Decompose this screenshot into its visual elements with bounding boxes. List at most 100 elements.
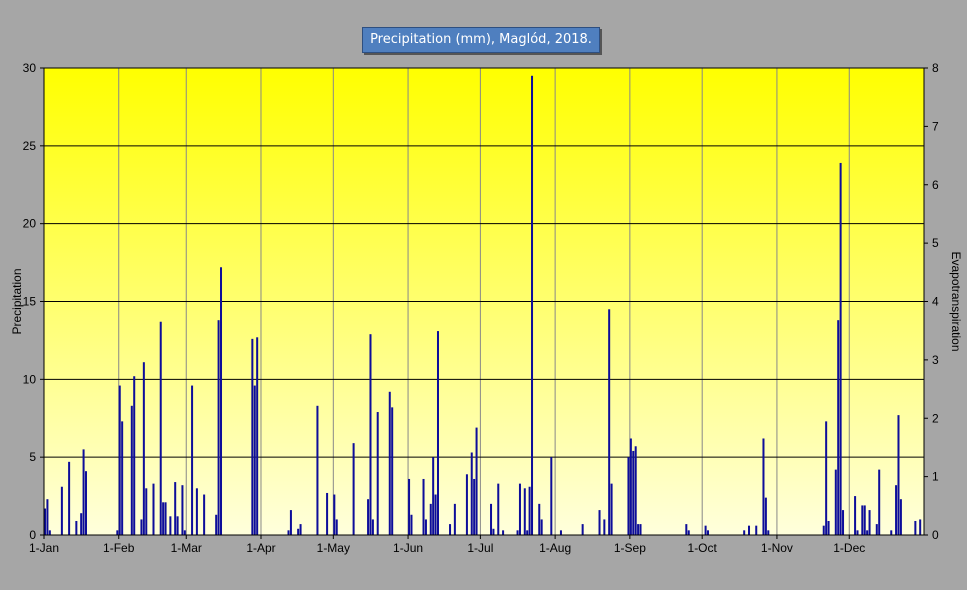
precip-bar <box>195 488 198 535</box>
precip-bar <box>550 457 553 535</box>
y2-tick-label: 1 <box>932 470 939 484</box>
precip-bar <box>632 450 635 535</box>
precip-bar <box>410 514 413 535</box>
x-tick-label: 1-Dec <box>833 541 865 555</box>
y2-tick-label: 4 <box>932 295 939 309</box>
precip-bar <box>116 530 119 535</box>
y2-axis-ticks: 0 1 2 3 4 5 6 7 8 <box>924 61 939 542</box>
precip-bar <box>516 530 519 535</box>
x-tick-label: 1-Aug <box>539 541 571 555</box>
precip-bar <box>142 362 145 535</box>
precipitation-bars <box>44 75 922 536</box>
x-tick-label: 1-Feb <box>103 541 135 555</box>
precip-bar <box>610 483 613 535</box>
y2-tick-label: 0 <box>932 528 939 542</box>
precip-bar <box>181 485 184 535</box>
precip-bar <box>162 502 165 535</box>
precip-bar <box>897 415 900 535</box>
precip-bar <box>878 469 881 535</box>
precip-bar <box>287 530 290 535</box>
precip-bar <box>82 449 85 535</box>
precip-bar <box>502 530 505 535</box>
x-tick-label: 1-Sep <box>614 541 646 555</box>
precip-bar <box>46 499 49 535</box>
precip-bar <box>60 486 63 535</box>
precip-bar <box>559 530 562 535</box>
precip-bar <box>531 75 534 536</box>
precip-bar <box>866 530 869 535</box>
precip-bar <box>863 505 866 535</box>
y-tick-label: 0 <box>29 528 36 542</box>
precip-bar <box>299 524 302 535</box>
precip-bar <box>408 478 411 535</box>
precip-bar <box>748 525 751 535</box>
precip-bar <box>540 519 543 535</box>
precip-bar <box>834 469 837 535</box>
y-tick-label: 15 <box>23 295 37 309</box>
precip-bar <box>326 492 329 535</box>
precip-bar <box>473 478 476 535</box>
x-tick-label: 1-May <box>317 541 350 555</box>
precip-bar <box>470 452 473 535</box>
y2-tick-label: 3 <box>932 353 939 367</box>
precip-bar <box>176 516 179 535</box>
y-tick-label: 5 <box>29 450 36 464</box>
x-tick-label: 1-Mar <box>171 541 202 555</box>
precip-bar <box>914 520 917 535</box>
precip-bar <box>169 516 172 535</box>
precip-bar <box>256 337 259 535</box>
precip-bar <box>316 405 319 535</box>
precip-bar <box>424 519 427 535</box>
precip-bar <box>822 525 825 535</box>
precip-bar <box>449 524 452 535</box>
precip-bar <box>84 471 87 535</box>
precip-bar <box>118 385 121 535</box>
precip-bar <box>598 510 601 535</box>
precip-bar <box>253 385 256 535</box>
precip-bar <box>687 530 690 535</box>
precip-bar <box>490 503 493 535</box>
y2-tick-label: 5 <box>932 236 939 250</box>
precip-bar <box>388 391 391 535</box>
y2-tick-label: 6 <box>932 178 939 192</box>
precip-bar <box>422 478 425 535</box>
precip-bar <box>217 320 220 535</box>
precip-bar <box>497 483 500 535</box>
precip-bar <box>453 503 456 535</box>
precip-bar <box>203 494 206 535</box>
precip-bar <box>333 494 336 535</box>
precip-bar <box>369 334 372 535</box>
precip-bar <box>391 407 394 535</box>
y-tick-label: 30 <box>23 61 37 75</box>
precip-bar <box>854 496 857 535</box>
precip-bar <box>764 497 767 535</box>
x-tick-label: 1-Jun <box>393 541 423 555</box>
precip-bar <box>297 528 300 535</box>
y-axis-ticks: 0 5 10 15 20 25 30 <box>23 61 44 542</box>
y2-tick-label: 8 <box>932 61 939 75</box>
precip-bar <box>842 510 845 535</box>
precip-bar <box>704 525 707 535</box>
y2-axis-title: Evapotranspiration <box>949 251 963 351</box>
precip-bar <box>44 508 47 535</box>
precip-bar <box>518 483 521 535</box>
precip-bar <box>68 461 71 535</box>
x-axis-ticks: 1-Jan 1-Feb 1-Mar 1-Apr 1-May 1-Jun 1-Jul 1-Aug… <box>29 535 865 555</box>
y-tick-label: 20 <box>23 217 37 231</box>
precip-bar <box>868 510 871 535</box>
precip-bar <box>634 446 637 535</box>
precip-bar <box>743 530 746 535</box>
y-axis-title: Precipitation <box>10 268 24 334</box>
precip-bar <box>899 499 902 535</box>
precip-bar <box>827 520 830 535</box>
x-tick-label: 1-Nov <box>761 541 793 555</box>
chart-title: Precipitation (mm), Maglód, 2018. <box>362 27 600 53</box>
precip-bar <box>895 485 898 535</box>
precip-bar <box>538 503 541 535</box>
precip-bar <box>608 309 611 535</box>
precip-bar <box>335 519 338 535</box>
precip-bar <box>627 457 630 535</box>
precip-bar <box>581 524 584 535</box>
precip-bar <box>80 513 83 535</box>
